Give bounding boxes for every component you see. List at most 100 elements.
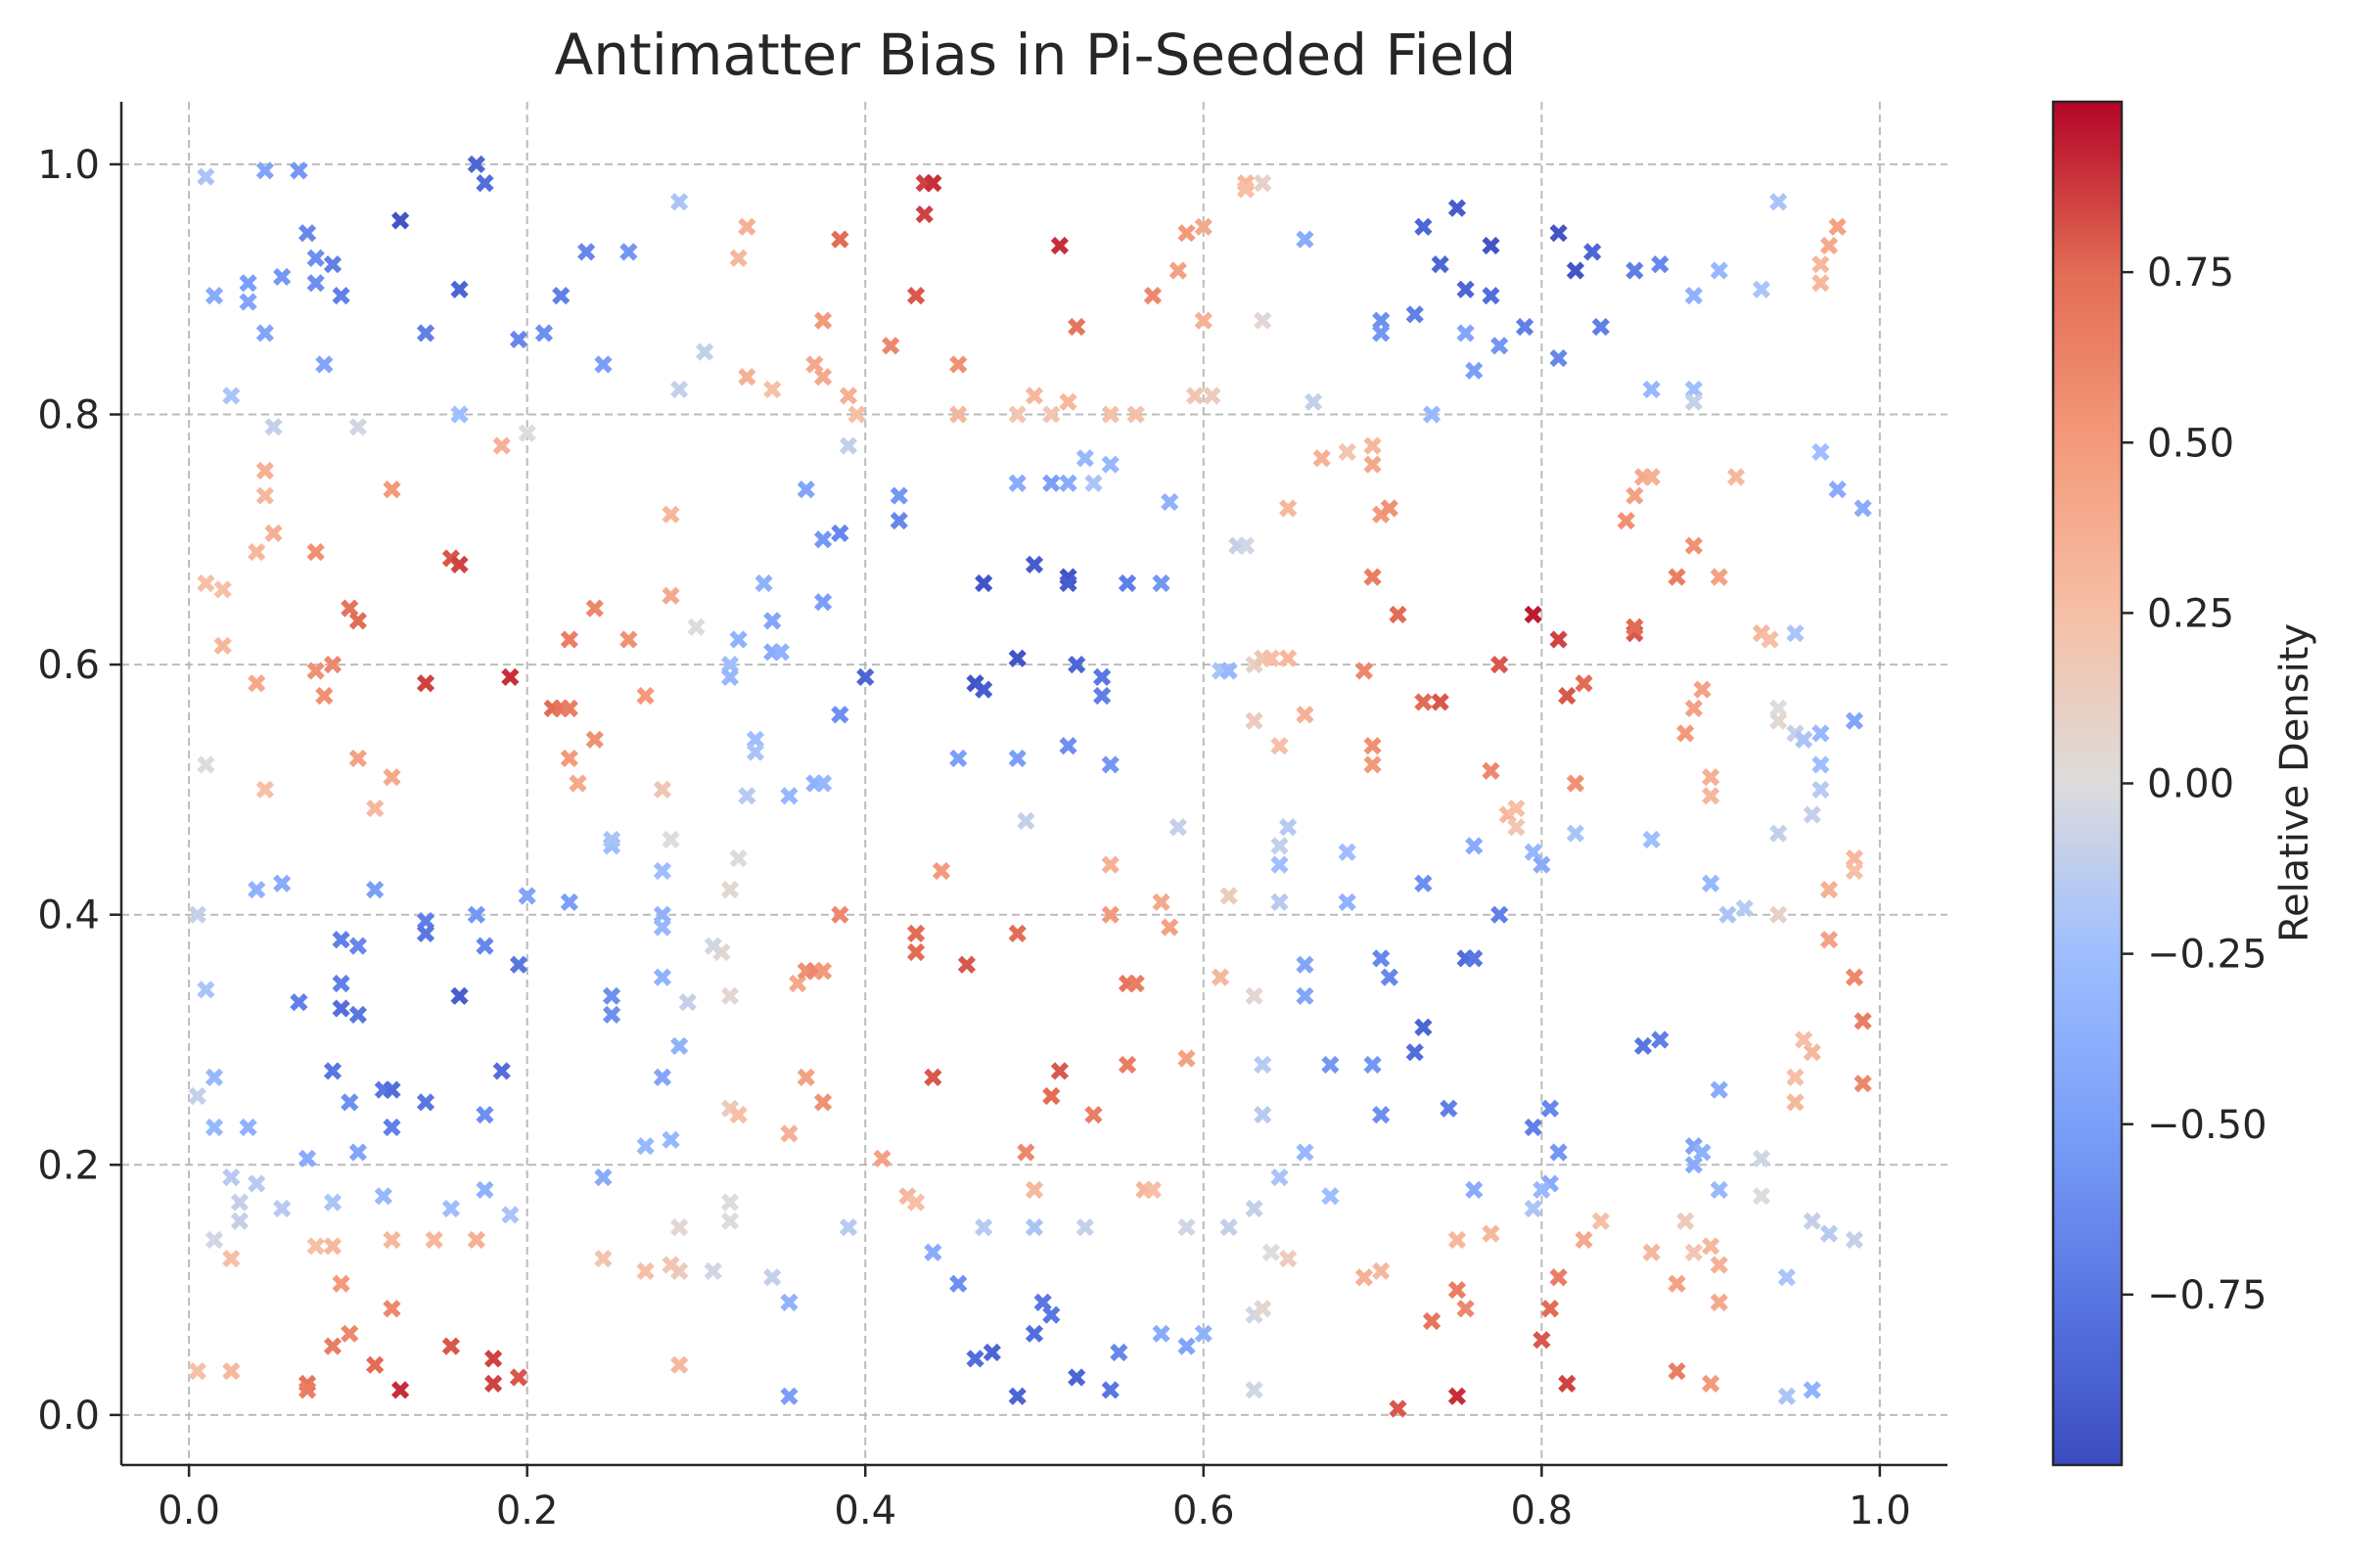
x-marker bbox=[1786, 1093, 1805, 1112]
scatter-point bbox=[467, 905, 485, 924]
scatter-point bbox=[746, 743, 765, 761]
scatter-point bbox=[1642, 380, 1661, 399]
scatter-point bbox=[1017, 1143, 1035, 1162]
scatter-point bbox=[1194, 1324, 1213, 1343]
x-marker bbox=[239, 293, 257, 311]
scatter-point bbox=[653, 780, 672, 800]
x-marker bbox=[636, 686, 655, 706]
x-marker bbox=[315, 355, 334, 374]
scatter-point bbox=[882, 337, 900, 355]
scatter-point bbox=[1084, 474, 1103, 492]
x-marker bbox=[602, 986, 621, 1005]
scatter-point bbox=[1414, 693, 1433, 711]
x-marker bbox=[1270, 892, 1289, 912]
scatter-point bbox=[780, 1387, 799, 1405]
x-marker bbox=[670, 193, 689, 211]
scatter-point bbox=[720, 1212, 740, 1230]
scatter-point bbox=[839, 436, 858, 455]
x-marker bbox=[213, 580, 232, 599]
x-marker bbox=[273, 267, 292, 287]
x-marker bbox=[188, 1362, 206, 1381]
x-marker bbox=[924, 173, 942, 193]
x-marker bbox=[1845, 968, 1864, 986]
scatter-point bbox=[1684, 699, 1703, 717]
x-marker bbox=[1025, 555, 1044, 573]
scatter-point bbox=[1161, 918, 1179, 937]
x-marker bbox=[366, 799, 385, 818]
scatter-point bbox=[560, 630, 578, 649]
x-tick-label: 0.8 bbox=[1511, 1488, 1574, 1533]
scatter-point bbox=[1811, 274, 1830, 293]
scatter-point bbox=[483, 1374, 503, 1394]
x-marker bbox=[839, 387, 858, 405]
x-marker bbox=[1684, 392, 1703, 411]
scatter-point bbox=[348, 1005, 368, 1025]
scatter-point bbox=[1279, 1250, 1298, 1268]
x-marker bbox=[1456, 324, 1475, 343]
x-marker bbox=[552, 286, 571, 305]
scatter-point bbox=[670, 193, 689, 211]
scatter-point bbox=[1152, 892, 1170, 912]
scatter-point bbox=[831, 706, 849, 724]
x-marker bbox=[1025, 1324, 1044, 1343]
x-marker bbox=[1854, 499, 1872, 518]
x-marker bbox=[704, 1261, 722, 1281]
x-marker bbox=[1566, 774, 1585, 793]
x-marker bbox=[1101, 1381, 1120, 1399]
scatter-point bbox=[1254, 1300, 1272, 1318]
scatter-point bbox=[348, 612, 368, 630]
scatter-point bbox=[1372, 949, 1391, 968]
scatter-point bbox=[1456, 280, 1475, 298]
scatter-point bbox=[239, 293, 257, 311]
scatter-point bbox=[1101, 855, 1120, 874]
scatter-point bbox=[856, 667, 875, 686]
x-marker bbox=[1296, 955, 1314, 974]
scatter-point bbox=[1533, 1331, 1551, 1350]
x-marker bbox=[222, 1362, 241, 1381]
scatter-point bbox=[636, 1261, 655, 1281]
x-marker bbox=[720, 1193, 740, 1212]
x-marker bbox=[1465, 361, 1484, 380]
scatter-point bbox=[1279, 649, 1298, 667]
scatter-point bbox=[273, 874, 292, 892]
x-marker bbox=[1354, 662, 1374, 680]
scatter-point bbox=[720, 881, 740, 899]
x-marker bbox=[205, 1230, 224, 1250]
x-marker bbox=[1575, 1230, 1593, 1250]
scatter-point bbox=[720, 667, 740, 686]
x-marker bbox=[932, 861, 951, 881]
scatter-point bbox=[813, 593, 833, 612]
x-marker bbox=[780, 1293, 799, 1311]
x-marker bbox=[1507, 799, 1526, 818]
x-marker bbox=[1296, 230, 1314, 249]
x-marker bbox=[729, 630, 748, 649]
x-marker bbox=[1769, 824, 1788, 843]
scatter-point bbox=[653, 918, 672, 937]
scatter-point bbox=[1465, 949, 1484, 968]
x-marker bbox=[1549, 1268, 1568, 1287]
x-marker bbox=[1490, 337, 1509, 355]
scatter-point bbox=[1422, 405, 1442, 424]
x-marker bbox=[1625, 486, 1644, 505]
x-marker bbox=[1845, 711, 1864, 730]
x-marker bbox=[306, 662, 325, 680]
scatter-point bbox=[366, 1355, 385, 1374]
scatter-point bbox=[1752, 1187, 1771, 1206]
x-marker bbox=[348, 612, 368, 630]
x-marker bbox=[222, 1250, 241, 1268]
x-marker bbox=[729, 249, 748, 267]
scatter-point bbox=[1625, 486, 1644, 505]
scatter-point bbox=[1558, 1374, 1577, 1394]
x-marker bbox=[1042, 1305, 1061, 1324]
scatter-point bbox=[1304, 392, 1323, 411]
scatter-point bbox=[416, 1093, 435, 1112]
scatter-point bbox=[1092, 686, 1112, 706]
x-marker bbox=[1447, 1280, 1467, 1300]
scatter-point bbox=[248, 881, 266, 899]
scatter-point bbox=[476, 937, 494, 955]
x-marker bbox=[602, 1005, 621, 1025]
x-marker bbox=[687, 618, 706, 636]
x-marker bbox=[594, 1167, 613, 1187]
x-marker bbox=[1270, 737, 1289, 755]
